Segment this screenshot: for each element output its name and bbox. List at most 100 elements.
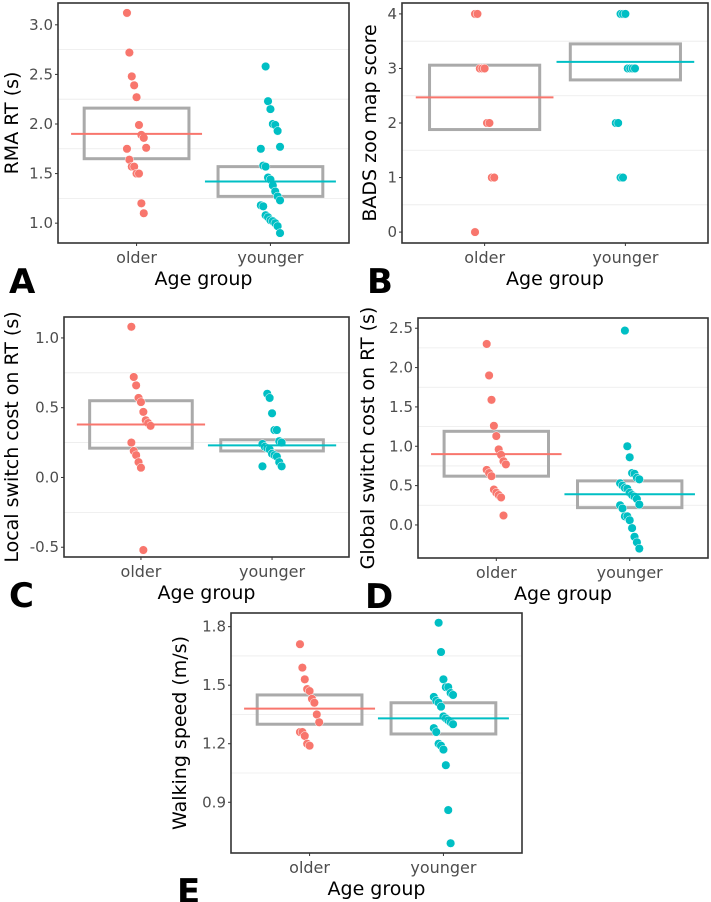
x-axis-title: Age group <box>328 878 426 900</box>
data-point-younger <box>265 393 275 403</box>
data-point-older <box>122 8 132 18</box>
data-point-younger <box>617 503 628 513</box>
data-point-older <box>134 120 144 130</box>
y-axis-title: BADS zoo map score <box>359 24 381 221</box>
data-point-older <box>138 545 148 555</box>
panel-letter: E <box>177 872 200 902</box>
y-tick-label: 0.5 <box>389 477 413 495</box>
data-point-older <box>127 71 137 81</box>
data-point-older <box>141 143 151 153</box>
data-point-older <box>482 339 492 349</box>
data-point-older <box>300 731 310 741</box>
data-point-younger <box>613 118 623 128</box>
data-point-younger <box>618 172 628 183</box>
data-point-older <box>472 9 482 19</box>
y-axis-title: Walking speed (m/s) <box>169 636 191 830</box>
data-point-older <box>484 370 494 380</box>
data-point-younger <box>622 441 632 451</box>
data-point-older <box>129 372 139 382</box>
data-point-older <box>480 63 490 74</box>
data-point-older <box>312 709 322 720</box>
panel-letter: D <box>365 577 393 617</box>
panel-letter: C <box>9 576 34 616</box>
y-tick-label: 2 <box>387 114 397 132</box>
data-point-younger <box>634 544 644 554</box>
data-point-younger <box>438 674 448 684</box>
data-point-older <box>134 169 144 179</box>
x-tick-label: younger <box>237 248 304 267</box>
data-point-younger <box>634 474 644 484</box>
y-axis-title: Local switch cost on RT (s) <box>1 311 23 562</box>
y-tick-label: -0.5 <box>30 538 59 556</box>
data-point-older <box>309 698 319 708</box>
y-tick-label: 2.5 <box>29 65 53 83</box>
data-point-younger <box>257 461 268 471</box>
data-point-older <box>132 92 142 102</box>
data-point-older <box>126 438 136 448</box>
y-axis-title: Global switch cost on RT (s) <box>357 307 379 570</box>
data-point-younger <box>443 805 453 815</box>
plot-frame <box>63 316 350 558</box>
x-axis-title: Age group <box>514 583 612 605</box>
data-point-older <box>470 227 480 237</box>
data-point-older <box>131 380 141 390</box>
plot-frame <box>401 2 709 244</box>
data-point-younger <box>625 452 635 462</box>
data-point-younger <box>275 228 285 238</box>
data-point-younger <box>634 499 644 510</box>
data-point-younger <box>438 745 448 755</box>
data-point-younger <box>256 144 266 154</box>
data-point-older <box>129 80 139 90</box>
x-tick-label: older <box>116 248 157 267</box>
data-point-older <box>139 208 149 218</box>
plot-frame <box>417 317 709 559</box>
data-point-younger <box>263 96 273 106</box>
data-point-younger <box>627 523 637 533</box>
data-point-younger <box>272 425 282 435</box>
x-axis-title: Age group <box>155 268 253 290</box>
data-point-younger <box>261 61 271 72</box>
data-point-older <box>138 407 148 417</box>
data-point-younger <box>446 838 456 848</box>
plot-frame <box>230 612 523 854</box>
data-point-younger <box>436 647 446 657</box>
data-point-younger <box>273 126 283 136</box>
data-point-older <box>491 431 501 441</box>
y-tick-label: 1.0 <box>35 329 59 347</box>
data-point-younger <box>434 618 444 628</box>
data-point-younger <box>267 408 277 418</box>
data-point-younger <box>277 461 287 471</box>
data-point-older <box>136 463 146 473</box>
data-point-older <box>305 741 315 751</box>
data-point-younger <box>620 9 630 19</box>
data-point-younger <box>436 702 446 712</box>
x-tick-label: older <box>289 858 330 877</box>
data-point-older <box>486 471 497 481</box>
y-tick-label: 1.5 <box>29 165 53 183</box>
data-point-younger <box>448 690 458 700</box>
data-point-older <box>126 322 136 332</box>
y-tick-label: 2.5 <box>389 319 413 337</box>
y-tick-label: 1 <box>387 169 397 187</box>
data-point-younger <box>625 515 635 525</box>
data-point-younger <box>448 719 458 729</box>
data-point-younger <box>431 727 441 737</box>
y-tick-label: 3 <box>387 59 397 77</box>
y-tick-label: 1.0 <box>29 214 53 232</box>
x-axis-title: Age group <box>158 582 256 604</box>
data-point-older <box>305 686 315 696</box>
y-tick-label: 1.8 <box>202 618 226 636</box>
data-point-older <box>297 663 307 673</box>
y-axis-title: RMA RT (s) <box>1 72 23 175</box>
y-tick-label: 2.0 <box>389 359 413 377</box>
y-tick-label: 0.0 <box>35 468 59 486</box>
x-tick-label: younger <box>597 563 664 582</box>
plot-frame <box>57 2 350 244</box>
y-tick-label: 1.0 <box>389 437 413 455</box>
data-point-younger <box>258 201 268 211</box>
data-point-older <box>314 717 324 727</box>
